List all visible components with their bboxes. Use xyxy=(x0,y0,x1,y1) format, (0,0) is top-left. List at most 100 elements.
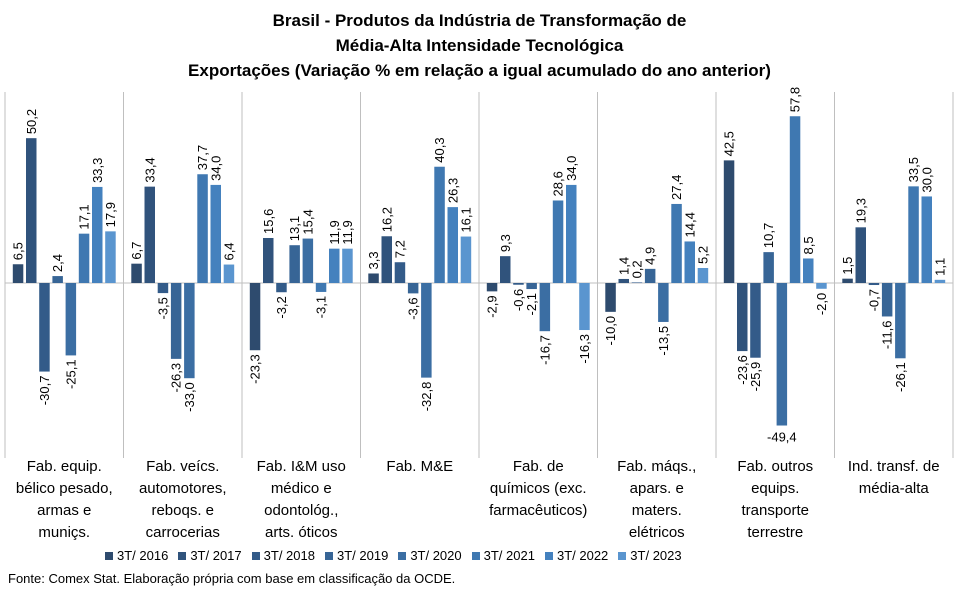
data-label: -13,5 xyxy=(656,326,671,356)
category-label: químicos (exc. xyxy=(490,480,587,497)
data-label: -23,6 xyxy=(735,355,750,385)
legend-swatch xyxy=(178,551,187,560)
bar xyxy=(65,283,77,356)
bar xyxy=(881,283,893,317)
category-label: bélico pesado, xyxy=(16,480,113,497)
bar xyxy=(539,283,551,332)
bar xyxy=(789,116,801,283)
legend-swatch xyxy=(251,551,260,560)
legend-item: 3T/ 2021 xyxy=(471,548,535,563)
data-label: -3,5 xyxy=(155,297,170,319)
data-label: 10,7 xyxy=(761,223,776,248)
bar xyxy=(434,166,445,283)
legend-swatch xyxy=(398,551,407,560)
category-label: Fab. M&E xyxy=(386,458,453,475)
data-label: -11,6 xyxy=(880,320,895,349)
category-label: Fab. máqs., xyxy=(617,458,696,475)
category-label: carrocerias xyxy=(146,524,220,541)
category-label: transporte xyxy=(741,502,809,519)
data-label: -3,1 xyxy=(314,296,329,318)
bar xyxy=(78,233,90,283)
data-label: -25,1 xyxy=(63,359,78,389)
data-label: -16,7 xyxy=(537,335,552,365)
legend-item: 3T/ 2020 xyxy=(398,548,462,563)
data-label: 33,3 xyxy=(90,158,105,183)
legend-swatch xyxy=(324,551,333,560)
legend-item: 3T/ 2018 xyxy=(251,548,315,563)
bar xyxy=(52,276,63,283)
category-label: automotores, xyxy=(139,480,227,497)
category-label: equips. xyxy=(751,480,799,497)
legend-label: 3T/ 2019 xyxy=(336,548,389,563)
legend-label: 3T/ 2018 xyxy=(263,548,315,563)
bar xyxy=(210,184,221,283)
bar xyxy=(737,283,748,352)
legend-swatch xyxy=(105,551,113,560)
category-label: Fab. equip. xyxy=(27,458,102,475)
data-label: -33,0 xyxy=(182,382,197,412)
category-label: farmacêuticos) xyxy=(489,502,587,519)
category-label: terrestre xyxy=(747,524,803,541)
bar xyxy=(895,283,906,359)
data-label: -0,6 xyxy=(511,289,526,311)
bar xyxy=(605,283,616,312)
bar xyxy=(381,236,392,283)
bar xyxy=(39,283,50,372)
data-label: 11,9 xyxy=(327,220,342,244)
data-label: -2,0 xyxy=(814,293,829,315)
data-label: 26,3 xyxy=(445,178,460,203)
bar xyxy=(197,174,208,283)
data-label: -49,4 xyxy=(767,430,797,445)
bar xyxy=(315,283,327,292)
bar xyxy=(170,283,182,359)
bar xyxy=(552,200,564,283)
bar xyxy=(105,231,116,283)
data-label: 0,2 xyxy=(629,260,644,278)
bar xyxy=(566,184,577,283)
data-label: 27,4 xyxy=(669,175,684,200)
bar xyxy=(460,236,472,283)
bar xyxy=(394,262,406,283)
bar xyxy=(289,245,300,283)
legend-item: 3T/ 2023 xyxy=(618,548,682,563)
chart-title-line-3: Exportações (Variação % em relação a igu… xyxy=(188,61,771,80)
data-label: -25,9 xyxy=(748,362,763,392)
bar xyxy=(658,283,669,322)
data-label: -32,8 xyxy=(419,382,434,412)
chart-title-line-2: Média-Alta Intensidade Tecnológica xyxy=(335,36,624,55)
data-label: 6,5 xyxy=(11,242,26,260)
legend-item: 3T/ 2016 xyxy=(105,548,168,563)
data-label: -16,3 xyxy=(577,334,592,364)
bar xyxy=(144,186,155,283)
bar xyxy=(342,248,353,283)
data-label: 1,5 xyxy=(840,257,855,275)
bar xyxy=(184,283,195,379)
data-label: 16,1 xyxy=(458,207,473,232)
bar xyxy=(631,282,643,284)
data-label: 9,3 xyxy=(498,234,513,252)
bar xyxy=(579,283,590,331)
source-note: Fonte: Comex Stat. Elaboração própria co… xyxy=(8,571,456,586)
data-label: -3,6 xyxy=(406,297,421,319)
bar xyxy=(868,283,880,286)
category-label: odontológ., xyxy=(264,502,338,519)
data-label: -30,7 xyxy=(37,376,52,406)
data-label: 19,3 xyxy=(853,198,868,223)
bar xyxy=(803,258,814,283)
category-label: muniçs. xyxy=(38,524,90,541)
legend-swatch xyxy=(618,551,627,560)
data-label: 6,4 xyxy=(221,242,236,260)
data-label: 17,9 xyxy=(103,202,118,227)
data-label: 30,0 xyxy=(919,167,934,192)
category-label: apars. e xyxy=(630,480,684,497)
category-label: Fab. de xyxy=(513,458,564,475)
category-label: Ind. transf. de xyxy=(848,458,940,475)
bar xyxy=(526,283,537,290)
data-label: -23,3 xyxy=(248,354,263,384)
bar xyxy=(447,207,458,283)
bar xyxy=(407,283,419,294)
data-label: 1,4 xyxy=(616,257,631,275)
data-label: 4,9 xyxy=(643,247,658,265)
bar xyxy=(723,160,735,283)
legend-label: 3T/ 2016 xyxy=(117,548,169,563)
